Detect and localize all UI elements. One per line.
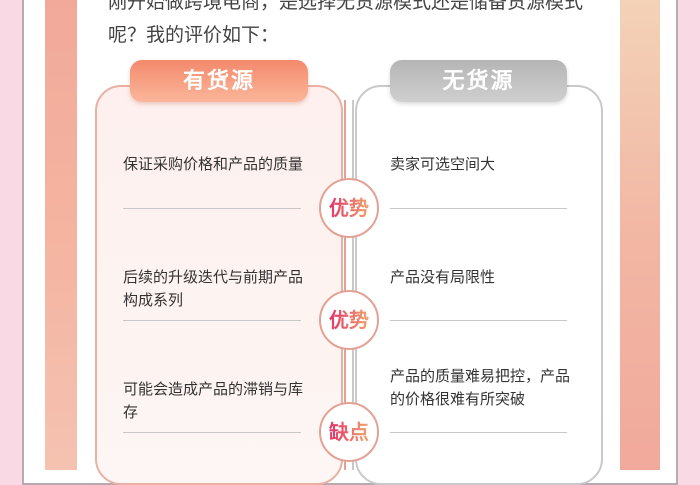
badge-label: 优势: [329, 308, 369, 332]
right-item: 产品的质量难易把控，产品的价格很难有所突破: [390, 367, 571, 408]
center-connector: [344, 100, 354, 470]
divider: [123, 208, 301, 209]
divider: [123, 320, 301, 321]
divider: [390, 320, 567, 321]
card-without-inventory: [355, 85, 603, 485]
divider: [123, 432, 301, 433]
badge-advantage: 优势: [319, 178, 379, 238]
left-item: 可能会造成产品的滞销与库存: [123, 380, 304, 421]
decor-strip-left: [45, 0, 77, 470]
header-without-inventory: 无货源: [390, 60, 567, 102]
intro-text: 刚开始做跨境电商，是选择无货源模式还是储备货源模式呢？我的评价如下：: [108, 0, 584, 46]
divider: [390, 432, 567, 433]
decor-strip-right: [620, 0, 660, 470]
left-item: 后续的升级迭代与前期产品构成系列: [123, 268, 304, 309]
badge-label: 缺点: [329, 420, 369, 444]
badge-disadvantage: 缺点: [319, 402, 379, 462]
badge-label: 优势: [329, 196, 369, 220]
header-with-inventory: 有货源: [130, 60, 308, 102]
badge-advantage: 优势: [319, 290, 379, 350]
left-item: 保证采购价格和产品的质量: [123, 155, 304, 173]
divider: [390, 208, 567, 209]
right-item: 产品没有局限性: [390, 268, 496, 286]
right-item: 卖家可选空间大: [390, 155, 496, 173]
